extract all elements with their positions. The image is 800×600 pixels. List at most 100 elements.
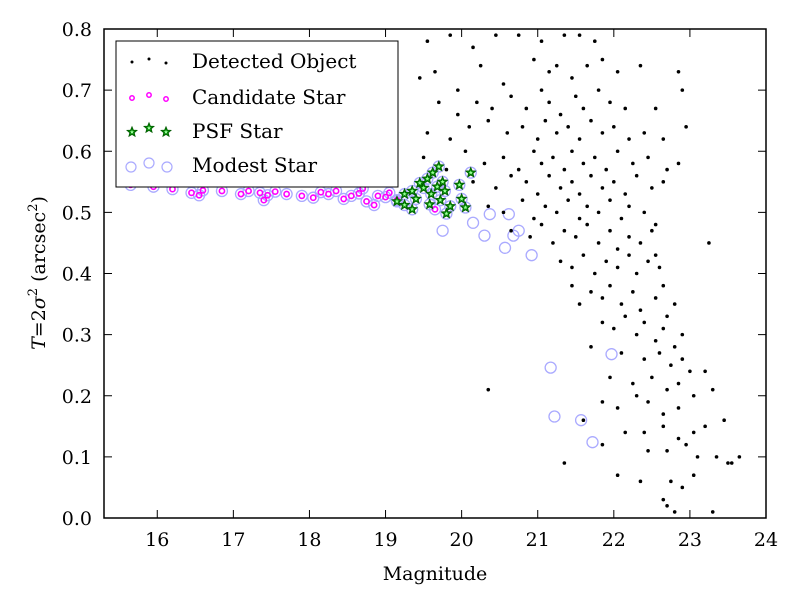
x-tick-label: 23 — [678, 529, 702, 551]
data-point — [608, 283, 612, 288]
data-point — [669, 363, 673, 367]
data-point — [509, 173, 513, 178]
data-point — [437, 100, 441, 105]
legend-box — [115, 40, 399, 188]
data-point — [612, 125, 616, 129]
legend-item-detected-object: Detected Object — [130, 49, 356, 73]
data-point — [608, 228, 612, 233]
data-point — [551, 241, 555, 245]
data-point — [642, 357, 647, 361]
data-point — [516, 33, 521, 37]
data-point — [355, 190, 363, 197]
data-point — [371, 189, 385, 203]
data-point — [539, 39, 544, 44]
data-point — [665, 387, 669, 392]
x-axis: 16 17 18 19 20 21 22 23 24 — [145, 29, 778, 551]
y-tick-label: 0.5 — [62, 202, 92, 224]
data-point — [280, 187, 293, 201]
data-point — [539, 88, 544, 92]
legend-label: PSF Star — [192, 119, 283, 143]
data-point — [532, 216, 536, 221]
data-point — [646, 155, 650, 160]
data-point — [600, 131, 605, 135]
data-point — [581, 253, 586, 257]
data-point — [592, 155, 597, 160]
data-point — [672, 345, 677, 349]
data-point — [257, 193, 270, 207]
x-tick-label: 24 — [754, 529, 778, 551]
data-point — [195, 191, 203, 199]
data-point — [509, 228, 513, 233]
data-point — [448, 33, 453, 37]
data-point — [570, 149, 574, 154]
data-point — [502, 208, 515, 221]
series-psf-star — [390, 160, 477, 219]
data-point — [433, 69, 437, 74]
data-point — [548, 410, 561, 423]
data-point — [634, 393, 639, 398]
data-point — [512, 224, 525, 237]
data-point — [467, 125, 472, 129]
data-point — [680, 88, 685, 92]
legend-label: Detected Object — [192, 49, 356, 73]
y-tick-label: 0.7 — [62, 80, 92, 102]
data-point — [592, 271, 597, 276]
data-point — [237, 190, 245, 198]
data-point — [524, 180, 529, 184]
data-point — [608, 198, 612, 202]
x-tick-label: 20 — [450, 529, 474, 551]
data-point — [307, 191, 320, 204]
data-point — [661, 283, 666, 288]
y-tick-label: 0.6 — [62, 141, 92, 163]
data-point — [680, 332, 685, 337]
data-point — [627, 137, 631, 141]
data-point — [505, 131, 510, 135]
data-point — [615, 69, 620, 74]
data-point — [562, 33, 567, 37]
y-tick-label: 0.1 — [62, 447, 92, 469]
data-point — [646, 400, 650, 404]
data-point — [612, 180, 616, 184]
data-point — [298, 192, 306, 200]
data-point — [501, 82, 506, 86]
x-axis-label: Magnitude — [383, 563, 488, 585]
data-point — [707, 241, 711, 245]
data-point — [631, 161, 635, 166]
data-point — [218, 187, 226, 195]
data-point — [471, 45, 475, 50]
data-point — [586, 436, 599, 449]
data-point — [726, 461, 730, 465]
data-point — [436, 224, 449, 237]
data-point — [627, 204, 631, 209]
data-point — [623, 106, 628, 111]
data-point — [347, 192, 355, 200]
data-point — [448, 137, 453, 141]
data-point — [638, 241, 643, 245]
data-point — [528, 235, 532, 239]
legend-marker-dot — [130, 57, 168, 65]
data-point — [562, 461, 567, 465]
data-point — [676, 436, 681, 441]
data-point — [558, 112, 563, 117]
data-point — [631, 290, 635, 294]
data-point — [558, 259, 563, 264]
data-point — [570, 76, 574, 80]
data-point — [661, 180, 666, 184]
data-point — [245, 187, 252, 195]
data-point — [585, 222, 589, 227]
data-point — [672, 510, 677, 514]
x-tick-label: 19 — [373, 529, 397, 551]
data-point — [554, 63, 559, 68]
data-point — [600, 320, 605, 325]
data-point — [661, 497, 666, 502]
data-point — [627, 235, 631, 239]
data-point — [672, 302, 677, 306]
data-point — [627, 253, 631, 257]
data-point — [256, 189, 264, 197]
data-point — [554, 210, 559, 215]
data-point — [642, 210, 647, 215]
y-axis: 0.0 0.1 0.2 0.3 0.4 0.5 0.6 0.7 0.8 — [62, 19, 766, 530]
data-point — [589, 118, 593, 123]
data-point — [421, 155, 426, 160]
data-point — [600, 400, 605, 404]
